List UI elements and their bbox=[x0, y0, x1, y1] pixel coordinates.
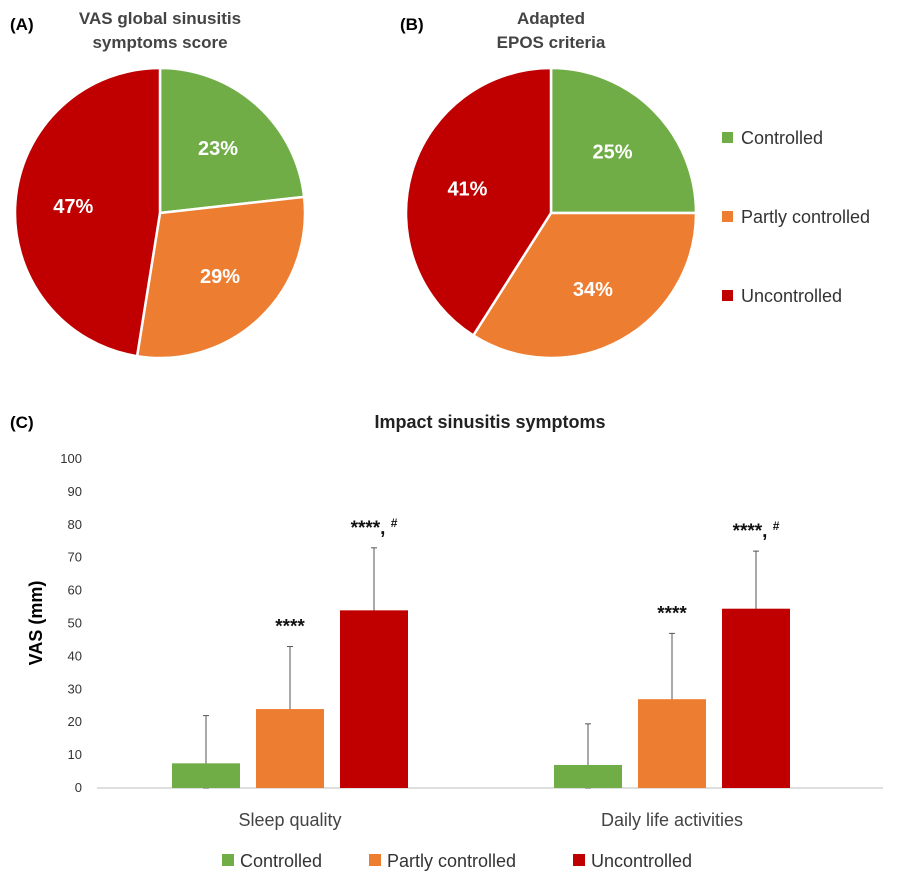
panel-c-label: (C) bbox=[10, 413, 34, 432]
pie-legend-label-partly-controlled: Partly controlled bbox=[741, 207, 870, 227]
pie-a-slices: 23% 29% 47% bbox=[13, 66, 307, 360]
pie-b-title-line-1: Adapted bbox=[517, 9, 585, 28]
bar-legend-label-controlled: Controlled bbox=[240, 851, 322, 871]
bar-y-tick-100: 100 bbox=[60, 451, 82, 466]
pie-a-title-line-2: symptoms score bbox=[92, 33, 227, 52]
bar-y-tick-40: 40 bbox=[68, 648, 82, 663]
pie-a-slice-label-controlled: 23% bbox=[198, 138, 238, 160]
pie-a-slice-label-uncontrolled: 47% bbox=[53, 196, 93, 218]
pie-chart-b: Adapted EPOS criteria 25% 34% 41% bbox=[404, 9, 698, 360]
bar-sleep-quality-uncontrolled bbox=[340, 610, 408, 788]
bar-y-tick-50: 50 bbox=[68, 616, 82, 631]
pie-legend-swatch-uncontrolled bbox=[722, 290, 733, 301]
bar-y-ticks: 0 10 20 30 40 50 60 70 80 90 100 bbox=[60, 451, 82, 795]
pie-legend-item-controlled: Controlled bbox=[722, 128, 823, 148]
pie-b-slices: 25% 34% 41% bbox=[404, 66, 698, 360]
pie-b-title-line-2: EPOS criteria bbox=[497, 33, 606, 52]
pie-b-slice-label-uncontrolled: 41% bbox=[447, 179, 487, 201]
pie-b-slice-label-partly-controlled: 34% bbox=[573, 279, 613, 301]
significance-daily-life-activities-uncontrolled: ****, # bbox=[733, 519, 780, 542]
pie-b-slice-label-controlled: 25% bbox=[593, 141, 633, 163]
bar-y-tick-20: 20 bbox=[68, 714, 82, 729]
pie-a-slice-controlled bbox=[158, 66, 306, 215]
bar-legend-label-partly-controlled: Partly controlled bbox=[387, 851, 516, 871]
bar-legend-swatch-partly-controlled bbox=[369, 854, 381, 866]
pie-a-slice-uncontrolled bbox=[13, 66, 162, 358]
bar-daily-life-activities-controlled bbox=[554, 764, 622, 788]
bar-legend-swatch-controlled bbox=[222, 854, 234, 866]
bar-daily-life-activities-uncontrolled bbox=[722, 608, 790, 788]
pie-legend-label-uncontrolled: Uncontrolled bbox=[741, 286, 842, 306]
bar-y-tick-0: 0 bbox=[75, 780, 82, 795]
pie-b-slice-uncontrolled bbox=[404, 66, 553, 338]
significance-sleep-quality-partly-controlled: **** bbox=[275, 617, 305, 638]
bar-marks bbox=[172, 608, 790, 788]
bar-category-daily-life-activities: Daily life activities bbox=[601, 810, 743, 830]
pie-a-slice-partly-controlled bbox=[135, 195, 307, 360]
bar-legend-item-uncontrolled: Uncontrolled bbox=[573, 851, 692, 871]
pie-a-slice-label-partly-controlled: 29% bbox=[200, 266, 240, 288]
bar-legend-item-partly-controlled: Partly controlled bbox=[369, 851, 516, 871]
pie-legend: Controlled Partly controlled Uncontrolle… bbox=[722, 128, 870, 306]
bar-sleep-quality-partly-controlled bbox=[256, 709, 324, 788]
significance-daily-life-activities-partly-controlled: **** bbox=[657, 603, 687, 624]
bar-category-sleep-quality: Sleep quality bbox=[238, 810, 341, 830]
bar-y-tick-90: 90 bbox=[68, 484, 82, 499]
bar-y-tick-70: 70 bbox=[68, 550, 82, 565]
panel-b-label: (B) bbox=[400, 15, 424, 34]
pie-legend-item-uncontrolled: Uncontrolled bbox=[722, 286, 842, 306]
bar-legend: Controlled Partly controlled Uncontrolle… bbox=[222, 851, 692, 871]
panel-a-label: (A) bbox=[10, 15, 34, 34]
pie-legend-item-partly-controlled: Partly controlled bbox=[722, 207, 870, 227]
bar-daily-life-activities-partly-controlled bbox=[638, 699, 706, 788]
significance-sleep-quality-uncontrolled: ****, # bbox=[351, 516, 398, 539]
pie-b-slice-controlled bbox=[549, 66, 698, 215]
bar-chart-c: Impact sinusitis symptoms VAS (mm) 0 10 20… bbox=[26, 412, 883, 871]
pie-legend-swatch-controlled bbox=[722, 132, 733, 143]
bar-significance-annotations: **** ****, # **** ****, # bbox=[275, 516, 780, 638]
bar-legend-swatch-uncontrolled bbox=[573, 854, 585, 866]
pie-a-title-line-1: VAS global sinusitis bbox=[79, 9, 241, 28]
pie-legend-label-controlled: Controlled bbox=[741, 128, 823, 148]
pie-chart-a: VAS global sinusitis symptoms score 23%2… bbox=[13, 9, 307, 360]
bar-y-tick-10: 10 bbox=[68, 747, 82, 762]
bar-legend-label-uncontrolled: Uncontrolled bbox=[591, 851, 692, 871]
bar-sleep-quality-controlled bbox=[172, 763, 240, 788]
pie-legend-swatch-partly-controlled bbox=[722, 211, 733, 222]
bar-legend-item-controlled: Controlled bbox=[222, 851, 322, 871]
bar-y-tick-60: 60 bbox=[68, 583, 82, 598]
bar-y-tick-30: 30 bbox=[68, 681, 82, 696]
bar-chart-title: Impact sinusitis symptoms bbox=[374, 412, 605, 432]
bar-y-tick-80: 80 bbox=[68, 517, 82, 532]
bar-chart-y-axis-label: VAS (mm) bbox=[26, 581, 46, 666]
